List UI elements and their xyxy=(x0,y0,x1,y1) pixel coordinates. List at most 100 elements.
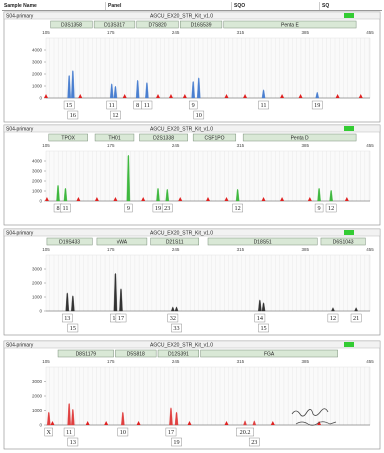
marker-label: D8S1179 xyxy=(76,351,97,357)
marker-label: FGA xyxy=(264,351,275,357)
y-tick-label: 3000 xyxy=(32,60,43,65)
header-sample-name: Sample Name xyxy=(2,2,106,10)
y-tick-label: 0 xyxy=(39,199,42,204)
allele-call-label: 12 xyxy=(330,315,336,322)
y-tick-label: 2000 xyxy=(32,281,43,286)
allele-call-label: 11 xyxy=(109,102,115,109)
allele-call-box xyxy=(165,427,177,437)
artifact-peak xyxy=(141,197,146,201)
sample-header: Sample Name Panel SQO SQ xyxy=(2,2,382,11)
allele-call-label: 19 xyxy=(155,205,161,212)
allele-peak xyxy=(196,77,201,99)
allele-peak xyxy=(71,408,75,426)
marker-label: D7S820 xyxy=(149,22,167,28)
allele-peak xyxy=(156,187,160,202)
y-tick-label: 3000 xyxy=(32,379,43,384)
y-tick-label: 1000 xyxy=(32,189,43,194)
artifact-peak xyxy=(44,94,48,98)
artifact-peak xyxy=(224,94,229,98)
x-tick-label: 315 xyxy=(237,247,245,252)
marker-box xyxy=(50,20,93,29)
plot-area xyxy=(45,37,371,99)
allele-peak xyxy=(56,184,60,202)
marker-label: D16S539 xyxy=(191,22,212,28)
y-tick-label: 0 xyxy=(39,309,42,314)
panel-4: S04-primary AGCU_EX20_STR_Kit_v1.0 D8S1179… xyxy=(3,340,381,450)
allele-call-label: 15 xyxy=(260,325,266,332)
allele-peak xyxy=(47,411,51,426)
marker-box xyxy=(242,133,357,142)
marker-box xyxy=(96,237,148,246)
allele-call-box xyxy=(61,313,73,323)
allele-call-box xyxy=(161,203,173,213)
marker-label: TPOX xyxy=(61,135,75,141)
allele-call-label: 8 xyxy=(136,102,139,109)
artifact-peak xyxy=(168,94,173,98)
marker-label: D12S391 xyxy=(168,351,189,357)
x-tick-label: 175 xyxy=(107,247,115,252)
allele-call-box xyxy=(258,100,269,110)
x-tick-label: 105 xyxy=(42,143,50,148)
x-tick-label: 245 xyxy=(172,359,180,364)
artifact-peak xyxy=(243,94,248,98)
marker-box xyxy=(57,349,114,358)
marker-label: D2S1338 xyxy=(153,135,174,141)
allele-call-label: 12 xyxy=(328,205,334,212)
y-tick-label: 1000 xyxy=(32,408,43,413)
artifact-peak xyxy=(78,94,83,98)
x-tick-label: 385 xyxy=(301,30,309,35)
artifact-peak xyxy=(85,421,90,425)
allele-call-box xyxy=(188,100,198,110)
status-indicator xyxy=(344,126,354,131)
artifact-peak xyxy=(298,94,303,98)
artifact-peak xyxy=(280,197,285,201)
panel-title-bar xyxy=(3,124,381,133)
allele-call-box xyxy=(67,323,79,333)
marker-label: D18S51 xyxy=(254,239,272,245)
artifact-peak xyxy=(187,421,192,425)
marker-label: D19S433 xyxy=(59,239,80,245)
marker-label: Penta E xyxy=(281,22,299,28)
y-tick-label: 3000 xyxy=(32,169,43,174)
allele-peak xyxy=(71,295,75,312)
allele-call-label: X xyxy=(47,429,52,436)
status-indicator xyxy=(344,230,354,235)
allele-call-box xyxy=(325,203,337,213)
allele-peak xyxy=(258,299,262,312)
x-tick-label: 455 xyxy=(366,143,374,148)
panel-kit-name: AGCU_EX20_STR_Kit_v1.0 xyxy=(150,231,213,237)
allele-peak xyxy=(261,302,266,312)
x-tick-label: 245 xyxy=(172,247,180,252)
artifact-peak xyxy=(280,94,285,98)
marker-box xyxy=(150,237,199,246)
allele-call-label: 23 xyxy=(251,439,257,446)
artifact-peak xyxy=(44,197,49,201)
status-indicator xyxy=(344,342,354,347)
allele-call-box xyxy=(110,110,121,120)
allele-peak xyxy=(191,80,195,99)
allele-call-box xyxy=(171,323,182,333)
panel-sample-name: S04-primary xyxy=(6,14,34,20)
panel-1: S04-primary AGCU_EX20_STR_Kit_v1.0 D3S1358… xyxy=(3,11,381,123)
allele-peak xyxy=(174,411,179,426)
panel-2: S04-primary AGCU_EX20_STR_Kit_v1.0 TPOX TH0… xyxy=(3,124,381,226)
allele-call-label: 33 xyxy=(173,325,179,332)
marker-label: CSF1PO xyxy=(204,135,224,141)
allele-call-box xyxy=(171,437,182,447)
allele-call-box xyxy=(44,427,53,437)
allele-call-label: 19 xyxy=(173,439,179,446)
panel-kit-name: AGCU_EX20_STR_Kit_v1.0 xyxy=(150,343,213,349)
allele-call-label: 14 xyxy=(257,315,263,322)
x-tick-label: 315 xyxy=(237,143,245,148)
x-tick-label: 105 xyxy=(42,247,50,252)
allele-peak xyxy=(331,307,335,312)
marker-box xyxy=(139,133,188,142)
allele-call-label: 23 xyxy=(164,205,170,212)
allele-peak xyxy=(252,420,257,426)
allele-call-label: 15 xyxy=(66,102,72,109)
allele-peak xyxy=(63,187,68,202)
header-sqo: SQO xyxy=(232,2,320,10)
allele-call-box xyxy=(248,437,260,447)
x-tick-label: 105 xyxy=(42,30,50,35)
allele-call-label: 14 xyxy=(112,315,118,322)
